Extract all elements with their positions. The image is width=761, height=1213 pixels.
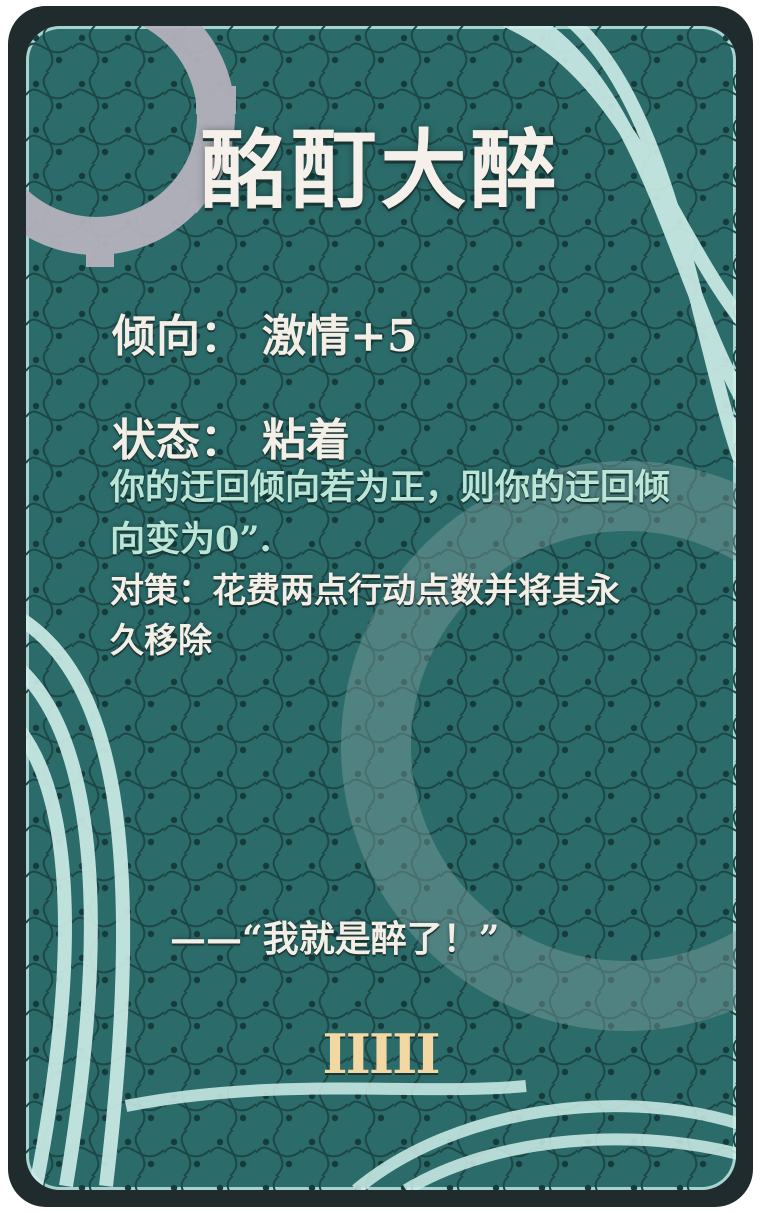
tendency-label: 倾向： (112, 311, 244, 362)
flavor-quote: ——“我就是醉了！” (170, 918, 500, 960)
tier-numeral: IIIII (322, 1022, 440, 1086)
event-card[interactable] (8, 6, 753, 1207)
card-background-art (26, 26, 736, 1190)
card-title: 酩酊大醉 (200, 120, 561, 221)
tendency-line: 倾向： 激情+5 (112, 300, 417, 364)
status-value: 粘着 (262, 415, 350, 466)
card-face (26, 26, 736, 1190)
status-line: 状态： 粘着 (112, 404, 350, 468)
effect-text: 你的迂回倾向若为正，则你的迂回倾向变为0”. (110, 467, 671, 560)
swirl-decoration (124, 1080, 736, 1190)
tendency-value: 激情+5 (262, 311, 418, 362)
counter-text: 对策：花费两点行动点数并将其永久移除 (110, 571, 620, 661)
swirl-decoration (26, 614, 131, 1188)
gear-icon (26, 26, 236, 267)
swirl-decoration (501, 26, 736, 469)
status-label: 状态： (112, 415, 244, 466)
gear-icon (341, 461, 736, 1031)
